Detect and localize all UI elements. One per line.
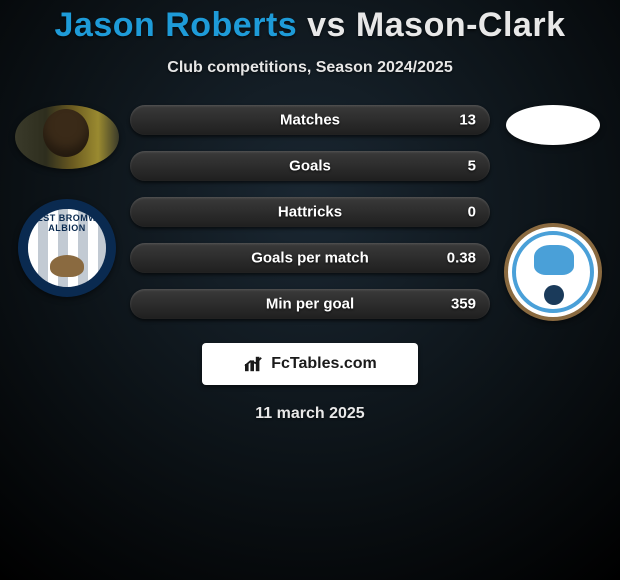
stat-bar-matches: Matches 13 [130, 105, 490, 135]
stat-value: 0 [468, 204, 476, 221]
player2-avatar [506, 105, 600, 145]
stat-label: Goals [289, 158, 331, 175]
stat-bar-hattricks: Hattricks 0 [130, 197, 490, 227]
chart-icon [243, 355, 265, 373]
stat-value: 359 [451, 296, 476, 313]
stat-bar-min-per-goal: Min per goal 359 [130, 289, 490, 319]
player2-club-badge [504, 223, 602, 321]
player1-avatar [15, 105, 119, 169]
stat-label: Min per goal [266, 296, 354, 313]
player1-name: Jason Roberts [55, 6, 298, 44]
brand-text: FcTables.com [271, 355, 377, 373]
stat-value: 13 [459, 112, 476, 129]
player2-name: Mason-Clark [356, 6, 566, 44]
stat-bar-goals-per-match: Goals per match 0.38 [130, 243, 490, 273]
player1-club-badge: EST BROMWALBION [18, 199, 116, 297]
left-side: EST BROMWALBION [6, 105, 126, 321]
right-side [494, 105, 614, 321]
stat-value: 5 [468, 158, 476, 175]
stat-label: Goals per match [251, 250, 369, 267]
comparison-title: Jason Roberts vs Mason-Clark [0, 0, 620, 45]
subtitle: Club competitions, Season 2024/2025 [0, 59, 620, 77]
brand-badge[interactable]: FcTables.com [202, 343, 418, 385]
content-row: EST BROMWALBION Matches 13 Goals 5 Hattr… [0, 105, 620, 321]
vs-label: vs [307, 6, 346, 44]
stat-label: Hattricks [278, 204, 342, 221]
date-label: 11 march 2025 [0, 405, 620, 423]
stat-bar-goals: Goals 5 [130, 151, 490, 181]
stat-label: Matches [280, 112, 340, 129]
stat-bars: Matches 13 Goals 5 Hattricks 0 Goals per… [126, 105, 494, 321]
stat-value: 0.38 [447, 250, 476, 267]
